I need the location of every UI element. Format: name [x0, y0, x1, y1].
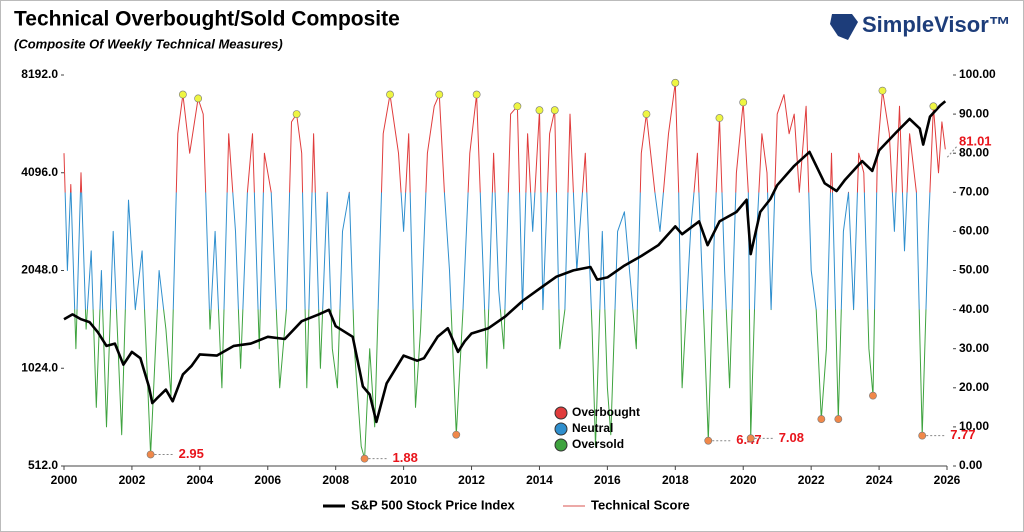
overbought-marker: [715, 114, 724, 122]
x-tick-label: 2024: [866, 473, 893, 487]
x-tick-label: 2026: [934, 473, 961, 487]
band-legend-swatch: [554, 438, 568, 452]
oversold-label: 7.77: [950, 427, 975, 442]
oversold-marker: [869, 391, 877, 400]
x-tick-label: 2002: [119, 473, 146, 487]
overbought-marker: [194, 94, 203, 103]
oversold-label: 7.08: [779, 430, 804, 445]
x-tick-label: 2000: [51, 473, 78, 487]
overbought-marker: [472, 90, 481, 99]
y2-tick-label: 90.00: [959, 106, 989, 120]
overbought-marker: [739, 98, 748, 107]
overbought-marker: [513, 102, 522, 111]
overbought-marker: [535, 106, 544, 115]
x-tick-label: 2006: [254, 473, 281, 487]
oversold-labeled-marker: [918, 431, 927, 440]
x-tick-label: 2008: [322, 473, 349, 487]
x-tick-label: 2020: [730, 473, 757, 487]
y-tick-label: 8192.0: [21, 67, 58, 81]
x-tick-label: 2014: [526, 473, 553, 487]
chart-subtitle: (Composite Of Weekly Technical Measures): [14, 36, 283, 51]
x-tick-label: 2018: [662, 473, 689, 487]
y-tick-label: 1024.0: [21, 360, 58, 374]
oversold-marker: [817, 415, 826, 423]
y2-tick-label: 100.00: [959, 67, 996, 81]
legend-label: Technical Score: [591, 497, 690, 512]
overbought-marker: [292, 110, 301, 118]
logo: SimpleVisor™: [830, 12, 1011, 40]
y2-tick-label: 50.00: [959, 263, 989, 277]
y-tick-label: 2048.0: [21, 263, 58, 277]
overbought-marker: [671, 78, 680, 87]
latest-leader: [946, 145, 958, 158]
score-line: [63, 82, 946, 460]
overbought-marker: [642, 110, 651, 118]
oversold-label: 1.88: [393, 450, 418, 465]
overbought-marker: [386, 90, 394, 99]
oversold-labeled-marker: [146, 450, 155, 459]
oversold-marker: [834, 415, 843, 423]
oversold-labeled-marker: [360, 454, 369, 463]
logo-text: SimpleVisor™: [862, 12, 1011, 37]
overbought-marker: [550, 106, 559, 115]
y-tick-label: 4096.0: [21, 165, 58, 179]
band-legend-label: Neutral: [572, 421, 613, 435]
band-legend-swatch: [554, 422, 568, 436]
y2-tick-label: 0.00: [959, 458, 983, 472]
oversold-labeled-marker: [746, 434, 755, 443]
y-tick-label: 512.0: [28, 458, 58, 472]
x-tick-label: 2012: [458, 473, 485, 487]
overbought-marker: [878, 86, 887, 95]
y2-tick-label: 20.00: [959, 380, 989, 394]
y2-tick-label: 60.00: [959, 224, 989, 238]
oversold-labeled-marker: [704, 436, 713, 445]
x-tick-label: 2016: [594, 473, 621, 487]
x-tick-label: 2010: [390, 473, 417, 487]
y2-tick-label: 30.00: [959, 341, 989, 355]
overbought-marker: [435, 90, 444, 99]
y2-tick-label: 10.00: [959, 419, 989, 433]
chart-title: Technical Overbought/Sold Composite: [14, 8, 400, 31]
y2-tick-label: 40.00: [959, 302, 989, 316]
x-tick-label: 2022: [798, 473, 825, 487]
legend-label: S&P 500 Stock Price Index: [351, 497, 516, 512]
overbought-marker: [929, 102, 938, 111]
x-tick-label: 2004: [186, 473, 213, 487]
oversold-marker: [452, 430, 461, 439]
band-legend-label: Overbought: [572, 405, 640, 419]
band-legend-swatch: [554, 406, 568, 420]
latest-value-label: 81.01: [959, 134, 992, 149]
y2-tick-label: 80.00: [959, 145, 989, 159]
y2-tick-label: 70.00: [959, 184, 989, 198]
price-line: [63, 100, 947, 424]
overbought-marker: [178, 90, 187, 99]
band-legend-label: Oversold: [572, 437, 624, 451]
oversold-label: 2.95: [179, 446, 204, 461]
logo-icon: [830, 14, 858, 40]
